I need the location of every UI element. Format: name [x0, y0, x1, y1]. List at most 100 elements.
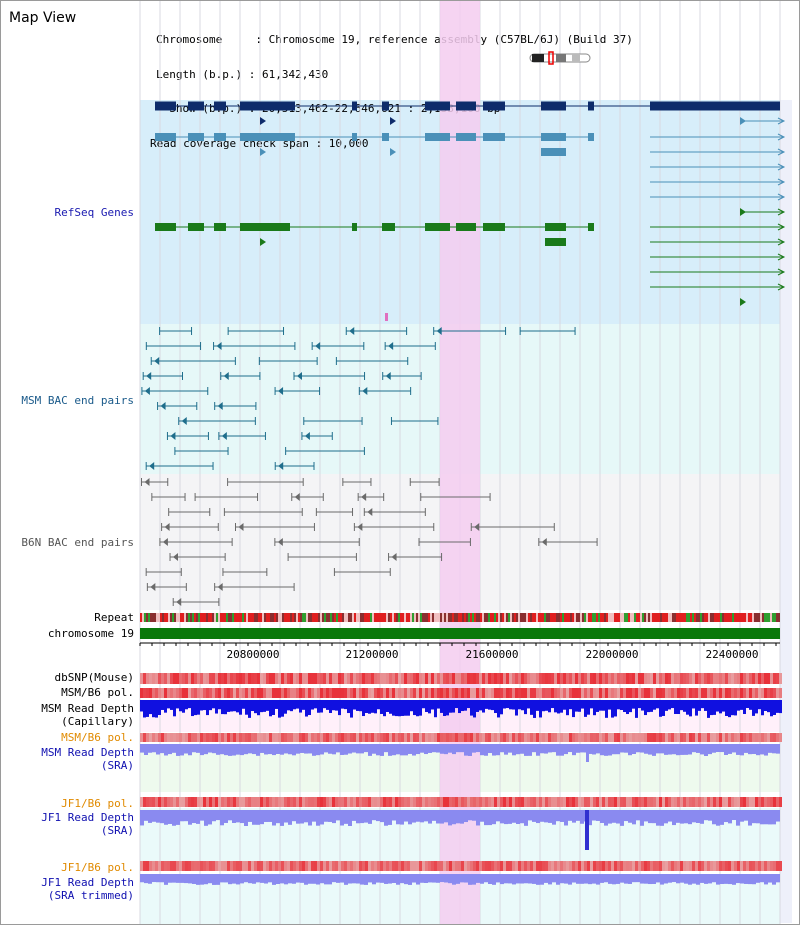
heat-cell	[665, 673, 668, 684]
repeat-block	[752, 613, 754, 622]
depth-bar	[168, 744, 172, 755]
label-refseq-genes[interactable]: RefSeq Genes	[54, 206, 134, 219]
depth-bar	[395, 700, 398, 717]
label-jf1-b6-pol-trimmed[interactable]: JF1/B6 pol.	[61, 861, 134, 874]
depth-bar	[452, 744, 456, 755]
depth-spike	[585, 810, 589, 850]
repeat-block	[754, 613, 756, 622]
depth-bar	[770, 700, 773, 717]
depth-bar	[608, 700, 611, 710]
label-msm-b6-pol[interactable]: MSM/B6 pol.	[61, 686, 134, 699]
depth-bar	[644, 810, 648, 822]
heat-cell	[464, 688, 467, 698]
depth-bar	[220, 874, 224, 883]
heat-cell	[680, 733, 683, 742]
repeat-block	[260, 613, 262, 622]
repeat-block	[384, 613, 386, 622]
heat-cell	[449, 861, 452, 871]
heat-cell	[518, 797, 521, 807]
repeat-block	[612, 613, 614, 622]
repeat-block	[574, 613, 576, 622]
heat-cell	[674, 673, 677, 684]
heat-cell	[569, 733, 572, 742]
label-msm-read-depth-sra[interactable]: MSM Read Depth (SRA)	[41, 746, 134, 772]
repeat-block	[214, 613, 216, 622]
chromosome-ideogram-icon[interactable]	[529, 51, 591, 65]
label-repeat[interactable]: Repeat	[94, 611, 134, 624]
heat-cell	[401, 688, 404, 698]
heat-cell	[551, 673, 554, 684]
repeat-block	[558, 613, 560, 622]
heat-cell	[383, 733, 386, 742]
repeat-block	[254, 613, 256, 622]
depth-bar	[152, 810, 156, 822]
depth-bar	[740, 874, 744, 884]
heat-cell	[668, 733, 671, 742]
depth-bar	[347, 700, 350, 714]
depth-bar	[527, 700, 530, 709]
repeat-block	[172, 613, 174, 622]
label-msm-bac-end-pairs[interactable]: MSM BAC end pairs	[21, 394, 134, 407]
heat-cell	[671, 688, 674, 698]
heat-cell	[506, 688, 509, 698]
depth-bar	[500, 700, 503, 715]
heat-cell	[605, 688, 608, 698]
repeat-block	[328, 613, 330, 622]
depth-bar	[317, 700, 320, 713]
heat-cell	[338, 797, 341, 807]
depth-bar	[424, 874, 428, 884]
repeat-block	[602, 613, 604, 622]
depth-bar	[341, 700, 344, 709]
repeat-block	[282, 613, 284, 622]
heat-cell	[341, 733, 344, 742]
label-b6n-bac-end-pairs[interactable]: B6N BAC end pairs	[21, 536, 134, 549]
label-msm-read-depth-capillary[interactable]: MSM Read Depth (Capillary)	[41, 702, 134, 728]
repeat-block	[176, 613, 178, 622]
heat-cell	[221, 688, 224, 698]
heat-cell	[728, 673, 731, 684]
depth-bar	[140, 874, 144, 883]
repeat-block	[442, 613, 444, 622]
label-jf1-read-depth-trimmed[interactable]: JF1 Read Depth (SRA trimmed)	[41, 876, 134, 902]
depth-bar	[494, 700, 497, 714]
heat-cell	[626, 861, 629, 871]
repeat-block	[448, 613, 450, 622]
label-jf1-b6-pol[interactable]: JF1/B6 pol.	[61, 797, 134, 810]
repeat-block	[550, 613, 552, 622]
repeat-block	[396, 613, 398, 622]
heat-cell	[329, 797, 332, 807]
label-msm-b6-pol-sra[interactable]: MSM/B6 pol.	[61, 731, 134, 744]
depth-bar	[328, 810, 332, 822]
heat-cell	[503, 688, 506, 698]
heat-cell	[491, 688, 494, 698]
depth-bar	[664, 744, 668, 755]
heat-cell	[410, 688, 413, 698]
heat-cell	[746, 688, 749, 698]
depth-bar	[677, 700, 680, 715]
repeat-block	[224, 613, 226, 622]
depth-bar	[368, 810, 372, 824]
depth-bar	[244, 744, 248, 755]
heat-cell	[632, 861, 635, 871]
heat-cell	[353, 861, 356, 871]
heat-cell	[632, 673, 635, 684]
repeat-block	[692, 613, 694, 622]
heat-cell	[233, 733, 236, 742]
label-jf1-read-depth-sra[interactable]: JF1 Read Depth (SRA)	[41, 811, 134, 837]
heat-cell	[452, 733, 455, 742]
depth-bar	[416, 810, 420, 822]
depth-bar	[224, 810, 228, 823]
depth-bar	[672, 744, 676, 755]
depth-bar	[444, 810, 448, 823]
heat-cell	[755, 733, 758, 742]
label-dbsnp[interactable]: dbSNP(Mouse)	[54, 671, 134, 684]
depth-bar	[652, 874, 656, 884]
heat-cell	[167, 797, 170, 807]
label-line: MSM Read Depth	[41, 746, 134, 759]
heat-cell	[380, 733, 383, 742]
depth-bar	[668, 744, 672, 755]
heat-cell	[236, 688, 239, 698]
heat-cell	[557, 733, 560, 742]
label-chromosome[interactable]: chromosome 19	[47, 627, 134, 640]
